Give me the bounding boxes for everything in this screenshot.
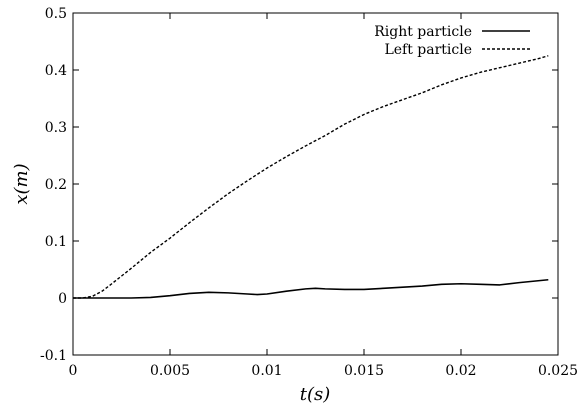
x-tick-label: 0 xyxy=(69,363,78,379)
legend-label-right-particle: Right particle xyxy=(374,24,472,40)
y-tick-label: 0.1 xyxy=(45,234,67,250)
series-layer xyxy=(73,55,549,299)
axis-ticks xyxy=(72,12,559,356)
plot-frame xyxy=(72,12,559,356)
x-tick-label: 0.015 xyxy=(344,363,384,379)
y-tick-label: 0.2 xyxy=(45,177,67,193)
legend-label-left-particle: Left particle xyxy=(384,42,472,58)
y-axis-label: x(m) xyxy=(11,163,32,204)
x-tick-label: 0.01 xyxy=(251,363,282,379)
axis-tick-labels: 0 0.005 0.01 0.015 0.02 0.025-0.100.10.20.30.… xyxy=(40,6,578,379)
series-line-right-particle xyxy=(73,278,549,299)
x-tick-label: 0.025 xyxy=(538,363,578,379)
legend: Right particle Left particle xyxy=(374,24,530,58)
x-tick-label: 0.005 xyxy=(150,363,190,379)
y-tick-label: 0.4 xyxy=(45,63,67,79)
y-tick-label: 0.3 xyxy=(45,120,67,136)
x-axis-label: t(s) xyxy=(300,384,331,405)
x-tick-label: 0.02 xyxy=(445,363,476,379)
y-tick-label: 0 xyxy=(58,291,67,307)
y-tick-label: -0.1 xyxy=(40,348,67,364)
y-tick-label: 0.5 xyxy=(45,6,67,22)
series-line-left-particle xyxy=(73,55,549,299)
